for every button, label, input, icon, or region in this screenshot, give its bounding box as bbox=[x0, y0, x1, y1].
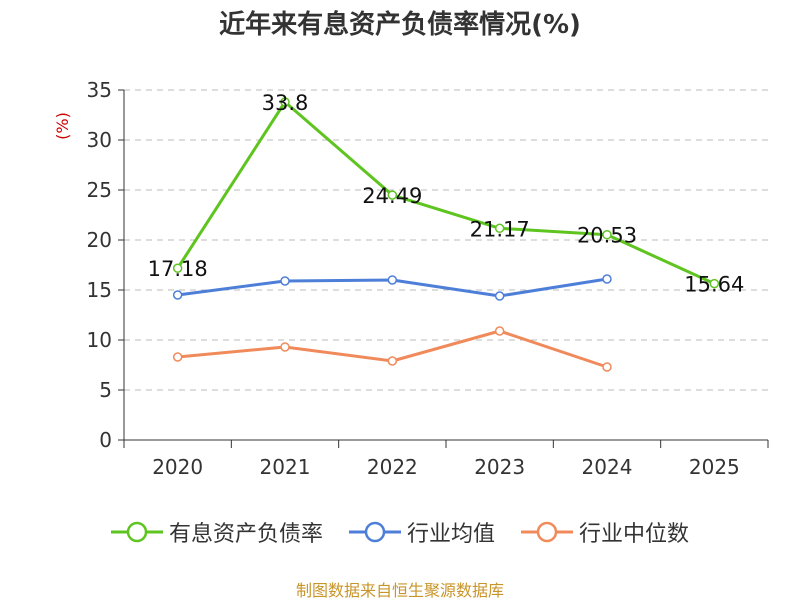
legend-label: 有息资产负债率 bbox=[168, 522, 323, 547]
data-point bbox=[602, 229, 612, 240]
y-axis-unit: (%) bbox=[53, 112, 72, 140]
data-point bbox=[172, 290, 183, 300]
legend-item[interactable]: 行业中位数 bbox=[521, 516, 689, 548]
data-label: 21.17 bbox=[470, 217, 530, 241]
data-point bbox=[494, 223, 505, 234]
x-tick-label: 2020 bbox=[152, 455, 203, 479]
data-point bbox=[387, 356, 398, 366]
series-line bbox=[176, 100, 715, 285]
legend-label: 行业均值 bbox=[406, 522, 495, 547]
legend-label: 行业中位数 bbox=[579, 522, 690, 547]
x-tick-label: 2022 bbox=[367, 455, 418, 479]
legend-swatch-icon bbox=[348, 521, 401, 543]
x-tick-label: 2025 bbox=[689, 455, 740, 479]
data-point bbox=[387, 190, 398, 200]
y-tick-label: 15 bbox=[87, 278, 112, 302]
data-point bbox=[172, 352, 183, 362]
data-point bbox=[494, 291, 505, 301]
y-tick-label: 30 bbox=[87, 128, 112, 152]
data-point bbox=[280, 342, 290, 352]
data-point bbox=[602, 362, 612, 372]
data-point bbox=[709, 278, 720, 289]
data-label: 17.18 bbox=[148, 257, 208, 281]
chart-title: 近年来有息资产负债率情况(%) bbox=[219, 10, 581, 40]
chart-legend: 有息资产负债率 行业均值 行业中位数 bbox=[0, 516, 800, 548]
y-tick-label: 0 bbox=[99, 428, 112, 452]
legend-swatch-icon bbox=[110, 521, 163, 543]
legend-item[interactable]: 有息资产负债率 bbox=[110, 516, 323, 548]
data-point bbox=[602, 274, 612, 284]
data-label: 33.8 bbox=[262, 91, 309, 115]
data-point bbox=[387, 275, 398, 285]
y-tick-label: 5 bbox=[99, 378, 112, 402]
y-tick-label: 20 bbox=[87, 228, 112, 252]
y-tick-label: 10 bbox=[87, 328, 112, 352]
data-point bbox=[172, 263, 183, 273]
data-label: 15.64 bbox=[684, 273, 744, 297]
data-label: 24.49 bbox=[362, 184, 422, 208]
x-tick-label: 2023 bbox=[474, 455, 525, 479]
data-point bbox=[280, 97, 290, 107]
data-label: 20.53 bbox=[577, 224, 637, 248]
legend-swatch-icon bbox=[521, 521, 573, 543]
x-tick-label: 2021 bbox=[260, 455, 311, 479]
y-tick-label: 25 bbox=[87, 178, 112, 202]
y-tick-label: 35 bbox=[87, 78, 112, 102]
legend-item[interactable]: 行业均值 bbox=[348, 516, 495, 548]
data-point bbox=[280, 276, 290, 286]
data-point bbox=[494, 326, 505, 336]
x-tick-label: 2024 bbox=[582, 455, 633, 479]
data-source-note: 制图数据来自恒生聚源数据库 bbox=[295, 581, 504, 600]
